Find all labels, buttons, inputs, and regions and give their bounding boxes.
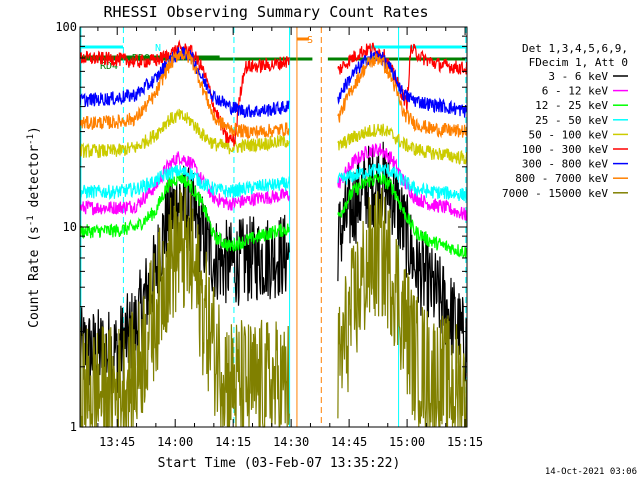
legend-header: FDecim 1, Att 0 [529, 56, 628, 69]
y-axis-label-sup: -1 [26, 134, 36, 145]
series-line [79, 108, 468, 165]
axis-ticks [80, 26, 467, 428]
legend-entry-label: 50 - 100 keV [529, 128, 609, 141]
x-tick-label: 13:45 [99, 435, 135, 449]
legend-entry-label: 12 - 25 keV [535, 99, 608, 112]
y-tick-label: 1 [70, 420, 77, 434]
x-tick-label: 15:00 [389, 435, 425, 449]
flag-label: RD4 [100, 61, 118, 72]
series-line [79, 170, 468, 258]
legend-entry-label: 100 - 300 keV [522, 143, 608, 156]
legend-entry-label: 7000 - 15000 keV [502, 187, 608, 200]
chart-title: RHESSI Observing Summary Count Rates [103, 3, 428, 21]
y-axis-label: Count Rate (s-1 detector-1) [26, 126, 42, 328]
series-line [79, 49, 468, 140]
x-tick-labels: 13:45 14:00 14:15 14:30 14:45 15:00 15:15 [99, 435, 483, 449]
legend-entry-label: 800 - 7000 keV [515, 172, 608, 185]
x-axis-label: Start Time (03-Feb-07 13:35:22) [158, 456, 401, 471]
flag-label: N [155, 43, 161, 54]
footer-timestamp: 14-Oct-2021 03:06 [545, 467, 637, 477]
legend-entry-label: 300 - 800 keV [522, 158, 608, 171]
legend-entry-label: 6 - 12 keV [542, 85, 609, 98]
legend-entry-label: 3 - 6 keV [548, 70, 608, 83]
x-tick-label: 14:30 [273, 435, 309, 449]
y-tick-label: 100 [55, 20, 77, 34]
y-axis-label-part: detector [27, 145, 42, 216]
series-line [79, 143, 468, 221]
series-line [79, 187, 468, 428]
legend: Det 1,3,4,5,6,9, FDecim 1, Att 0 3 - 6 k… [502, 42, 628, 200]
x-tick-label: 14:15 [215, 435, 251, 449]
flag-label: S [307, 35, 313, 46]
legend-header: Det 1,3,4,5,6,9, [522, 42, 628, 55]
x-tick-label: 15:15 [447, 435, 483, 449]
x-tick-label: 14:45 [331, 435, 367, 449]
x-tick-label: 14:00 [157, 435, 193, 449]
y-axis-label-part: ) [27, 126, 42, 134]
y-tick-labels: 1 10 100 [55, 20, 77, 434]
y-axis-label-sup: -1 [26, 215, 36, 226]
series-line [79, 46, 468, 118]
series-line [79, 163, 468, 202]
plot-area [79, 39, 468, 428]
y-axis-label-part: Count Rate (s [27, 226, 42, 328]
y-tick-label: 10 [63, 220, 77, 234]
legend-entry-label: 25 - 50 keV [535, 114, 608, 127]
